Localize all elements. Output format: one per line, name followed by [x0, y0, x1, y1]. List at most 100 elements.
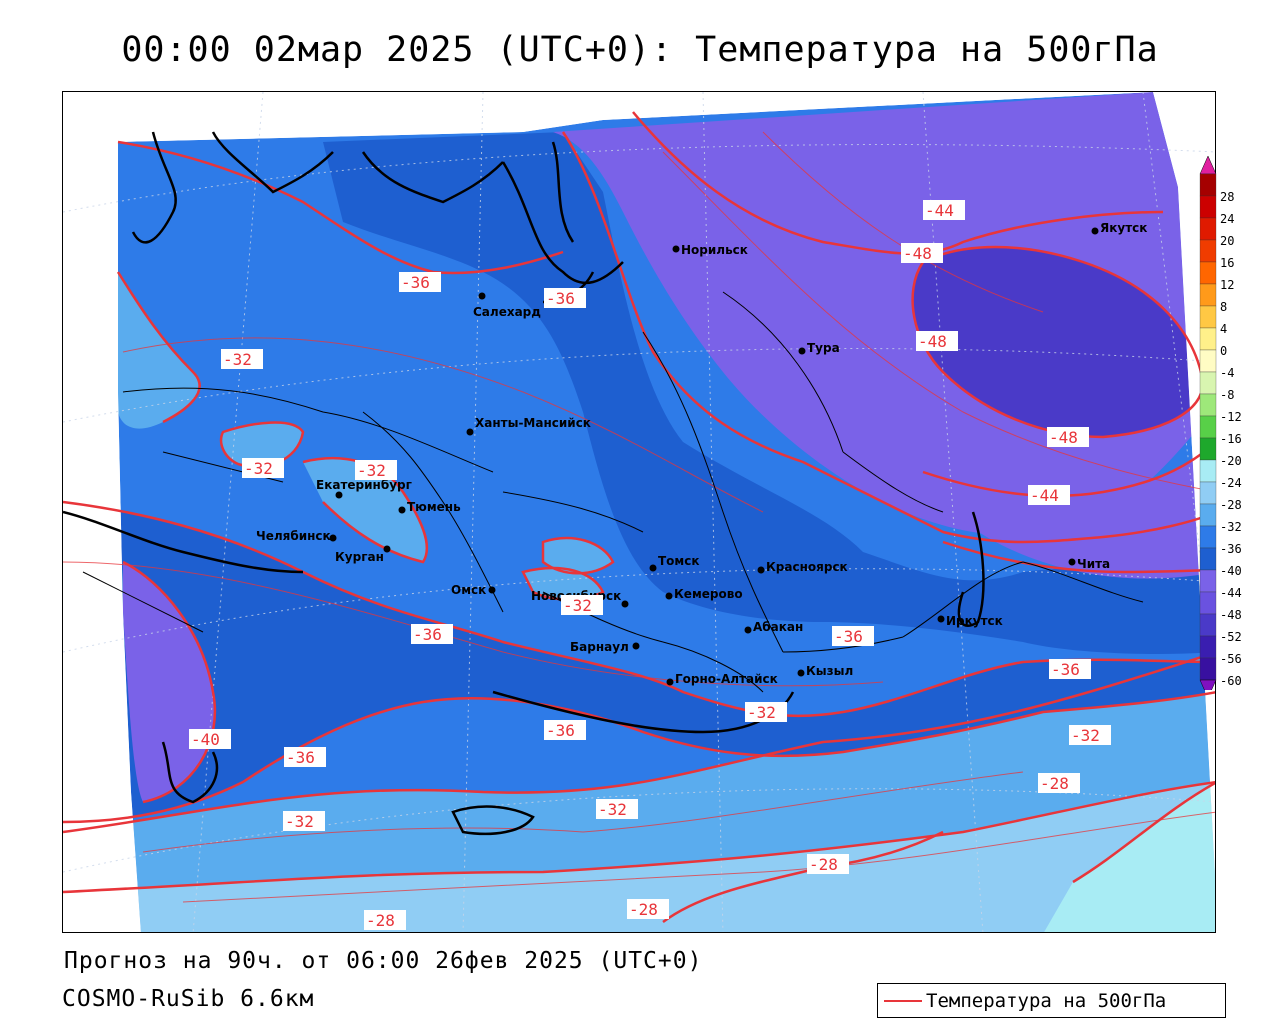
isotherm-label: -36	[544, 288, 586, 308]
isotherm-label: -32	[1069, 725, 1111, 745]
svg-text:-48: -48	[918, 332, 947, 351]
isotherm-label: -32	[355, 460, 397, 480]
forecast-info: Прогноз на 90ч. от 06:00 26фев 2025 (UTC…	[64, 948, 703, 974]
city-label-tura: Тура	[807, 341, 840, 355]
legend-label: Температура на 500гПа	[926, 990, 1167, 1012]
colorbar-top-arrow	[1199, 156, 1217, 175]
city-dot-norilsk	[672, 245, 680, 253]
city-dot-chita	[1068, 558, 1076, 566]
colorbar-swatch	[1199, 415, 1217, 439]
colorbar-swatch	[1199, 481, 1217, 505]
svg-text:-28: -28	[629, 900, 658, 919]
city-dot-chelyabinsk	[329, 534, 337, 542]
colorbar-tick-label: 28	[1220, 190, 1235, 204]
svg-text:-36: -36	[413, 625, 442, 644]
svg-text:-36: -36	[286, 748, 315, 767]
colorbar	[1199, 156, 1217, 690]
isotherm-label: -36	[544, 720, 586, 740]
colorbar-tick-label: -28	[1220, 498, 1242, 512]
svg-text:-48: -48	[903, 244, 932, 263]
colorbar-tick-label: -40	[1220, 564, 1242, 578]
colorbar-tick-label: 4	[1220, 322, 1228, 336]
temperature-map: Норильск Якутск Салехард Тура Ханты-Манс…	[63, 92, 1215, 932]
isotherm-label: -36	[1049, 659, 1091, 679]
svg-text:-44: -44	[1030, 486, 1059, 505]
svg-text:-36: -36	[546, 721, 575, 740]
city-label-kyzyl: Кызыл	[806, 664, 853, 678]
svg-text:-28: -28	[1040, 774, 1069, 793]
colorbar-tick-label: 20	[1220, 234, 1235, 248]
city-dot-yakutsk	[1091, 227, 1099, 235]
isotherm-label: -36	[399, 272, 441, 292]
colorbar-swatch	[1199, 569, 1217, 593]
colorbar-swatch	[1199, 525, 1217, 549]
colorbar-tick-label: -36	[1220, 542, 1242, 556]
city-label-norilsk: Норильск	[681, 243, 748, 257]
city-label-krasnoyarsk: Красноярск	[766, 560, 848, 574]
colorbar-swatch	[1199, 349, 1217, 373]
colorbar-swatch	[1199, 635, 1217, 659]
colorbar-swatch	[1199, 437, 1217, 461]
city-dot-gorno-altaysk	[666, 678, 674, 686]
city-dot-tura	[798, 347, 806, 355]
colorbar-tick-label: -24	[1220, 476, 1242, 490]
model-name: COSMO-RuSib 6.6км	[62, 986, 315, 1012]
colorbar-tick-label: -20	[1220, 454, 1242, 468]
isotherm-label: -44	[1028, 485, 1070, 505]
svg-text:-36: -36	[546, 289, 575, 308]
city-dot-khanty-mansiysk	[466, 428, 474, 436]
city-label-yakutsk: Якутск	[1100, 221, 1147, 235]
city-label-barnaul: Барнаул	[570, 640, 629, 654]
isotherm-label: -32	[561, 595, 603, 615]
city-dot-tomsk	[649, 564, 657, 572]
city-label-tomsk: Томск	[658, 554, 700, 568]
legend-line-swatch	[884, 1000, 922, 1002]
city-label-chelyabinsk: Челябинск	[256, 529, 331, 543]
colorbar-tick-label: -16	[1220, 432, 1242, 446]
colorbar-tick-label: -48	[1220, 608, 1242, 622]
city-label-ekaterinburg: Екатеринбург	[316, 478, 412, 492]
svg-text:-32: -32	[747, 703, 776, 722]
svg-text:-36: -36	[834, 627, 863, 646]
isotherm-label: -32	[596, 799, 638, 819]
colorbar-swatch	[1199, 459, 1217, 483]
colorbar-swatch	[1199, 503, 1217, 527]
isotherm-label: -28	[807, 854, 849, 874]
city-dot-irkutsk	[937, 615, 945, 623]
city-label-abakan: Абакан	[753, 620, 803, 634]
colorbar-bottom-arrow	[1199, 679, 1217, 690]
isotherm-label: -28	[627, 899, 669, 919]
colorbar-tick-label: -52	[1220, 630, 1242, 644]
city-markers: Норильск Якутск Салехард Тура Ханты-Манс…	[256, 221, 1147, 686]
colorbar-tick-label: 24	[1220, 212, 1235, 226]
colorbar-swatch	[1199, 327, 1217, 351]
svg-text:-44: -44	[925, 201, 954, 220]
isotherm-label: -32	[221, 349, 263, 369]
colorbar-swatch	[1199, 371, 1217, 395]
city-label-kemerovo: Кемерово	[674, 587, 743, 601]
isotherm-label: -28	[1038, 773, 1080, 793]
city-label-salekhard: Салехард	[473, 305, 541, 319]
colorbar-swatch	[1199, 195, 1217, 219]
isotherm-label: -32	[745, 702, 787, 722]
colorbar-tick-label: -4	[1220, 366, 1235, 380]
city-dot-salekhard	[478, 292, 486, 300]
colorbar-swatch	[1199, 217, 1217, 241]
isotherm-label: -28	[364, 910, 406, 930]
isotherm-label: -32	[242, 458, 284, 478]
svg-text:-36: -36	[401, 273, 430, 292]
city-dot-abakan	[744, 626, 752, 634]
isotherm-label: -36	[411, 624, 453, 644]
svg-text:-32: -32	[223, 350, 252, 369]
isotherm-label: -36	[832, 626, 874, 646]
colorbar-tick-label: 0	[1220, 344, 1228, 358]
map-frame: Норильск Якутск Салехард Тура Ханты-Манс…	[62, 91, 1216, 933]
colorbar-swatch	[1199, 393, 1217, 417]
colorbar-tick-label: -56	[1220, 652, 1242, 666]
map-title: 00:00 02мар 2025 (UTC+0): Температура на…	[121, 30, 1159, 70]
svg-text:-36: -36	[1051, 660, 1080, 679]
city-dot-krasnoyarsk	[757, 566, 765, 574]
colorbar-tick-label: 8	[1220, 300, 1228, 314]
isotherm-label: -40	[189, 729, 231, 749]
city-label-tyumen: Тюмень	[407, 500, 461, 514]
